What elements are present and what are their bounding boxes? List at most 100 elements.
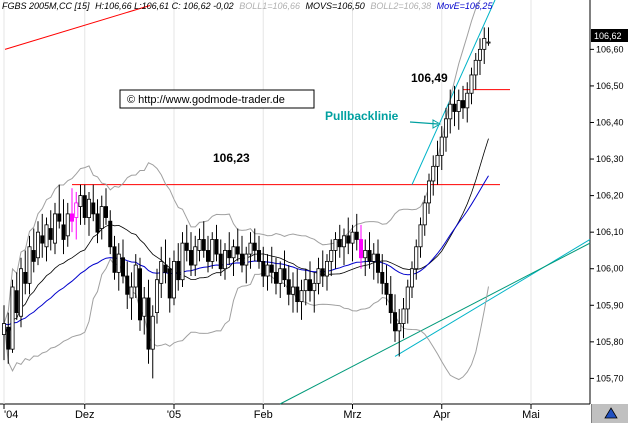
header-ohlc: H:106,66 L:106,61 C: 106,62 -0,02 [95,1,234,11]
scroll-nav-button[interactable] [591,404,628,423]
candle-body [180,242,185,281]
candle-body [341,235,346,248]
candle-body [278,268,283,284]
candle-body [482,37,487,50]
candle-body [307,279,312,292]
candle-body [312,282,317,292]
candle-body [116,253,121,273]
y-tick-label: 106,60 [596,44,624,54]
header-legend: FGBS 2005M,CC [15] H:106,66 L:106,61 C: … [2,1,493,11]
candle-body [150,315,155,350]
candle-body [363,250,368,259]
candle-body [252,242,257,251]
candle-body [82,195,87,218]
last-price-label: 106,62 [594,31,622,41]
candle-body [414,246,419,270]
candle-body [456,100,461,112]
candle-body [48,228,53,240]
candle-body [14,290,19,313]
candle-body [2,323,7,335]
candle-body [469,74,474,94]
candle-body [218,253,223,270]
candle-body [214,239,219,255]
candle-body [167,268,172,299]
candle-body [265,264,270,277]
candle-body [27,246,32,284]
candle-body [435,154,440,167]
candle-body [486,41,491,44]
candle-body [384,282,389,295]
y-tick-label: 106,20 [596,191,624,201]
candle-body [337,239,342,248]
candle-body [350,231,355,244]
candle-body [18,268,23,317]
candle-body [371,253,376,262]
candles [2,27,491,379]
annotation-pullbacklinie: Pullbacklinie [325,109,399,123]
y-tick-label: 105,80 [596,337,624,347]
x-tick-label: '04 [4,409,18,421]
candle-body [333,239,338,251]
candle-body [227,250,232,259]
y-tick-label: 106,30 [596,154,624,164]
candle-body [31,250,36,262]
candle-body [231,246,236,259]
y-tick-label: 106,00 [596,264,624,274]
support-trendline-cyan [394,239,591,357]
candle-body [465,92,470,109]
candle-body [121,257,126,277]
x-tick-label: '05 [167,409,181,421]
candle-body [125,275,130,295]
candle-body [146,297,151,350]
candle-body [201,239,206,251]
candle-body [392,312,397,332]
y-tick-label: 106,10 [596,227,624,237]
candle-body [78,195,83,207]
candle-body [154,279,159,313]
candle-body [193,246,198,266]
candle-body [405,286,410,310]
y-tick-label: 106,50 [596,81,624,91]
candle-body [401,308,406,324]
x-tick-label: Apr [433,409,450,421]
x-axis-ticks: '04 Dez '05 Feb Mrz Apr Mai [3,404,540,421]
bollinger-lower-line [3,258,489,381]
candle-body [44,224,49,248]
candle-body [448,103,453,120]
candle-body [248,242,253,255]
annotation-106-23: 106,23 [213,151,250,165]
bollinger-upper-line [3,0,481,324]
header-boll1: BOLL1=106,66 [239,1,300,11]
candle-body [53,213,58,244]
candle-body [171,261,176,299]
candle-body [388,293,393,313]
candle-body [358,239,363,259]
candle-body [159,261,164,284]
candle-body [431,165,436,182]
candle-body [439,136,444,156]
candle-body [99,206,104,229]
candle-body [137,268,142,321]
candle-body [36,231,41,259]
candle-body [346,235,351,244]
candle-body [460,100,465,109]
long-support-line [279,242,591,405]
y-tick-label: 105,70 [596,373,624,383]
candle-body [6,326,11,350]
pullback-trendline [411,0,496,185]
candle-body [210,239,215,262]
candle-body [176,261,181,281]
plot-area [0,0,590,404]
candle-body [197,239,202,251]
candle-body [184,242,189,251]
annotation-106-49: 106,49 [411,71,448,85]
candle-body [324,261,329,277]
candle-body [320,268,325,277]
resistance-line-upper [4,5,151,50]
candle-body [303,279,308,292]
copyright-text: © http://www.godmode-trader.de [127,94,285,106]
candle-body [477,48,482,61]
candle-body [108,220,113,248]
candle-body [282,268,287,281]
